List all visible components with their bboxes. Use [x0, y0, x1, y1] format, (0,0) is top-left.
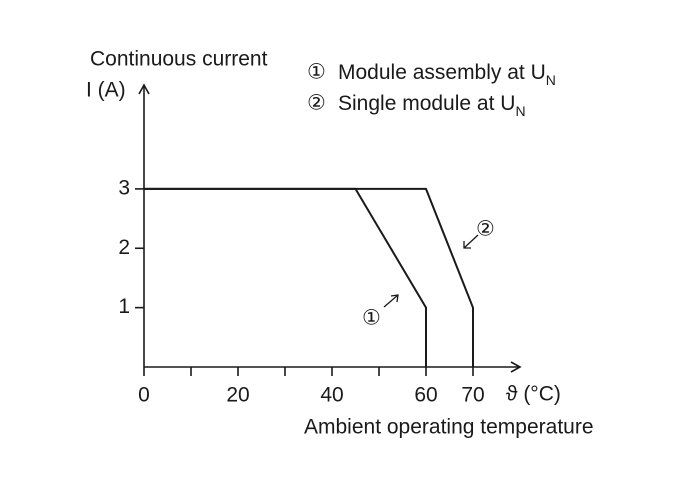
y-tick-label: 1 [118, 295, 130, 318]
x-axis-arrow [510, 361, 522, 373]
legend-marker: ① [307, 61, 326, 84]
x-axis-label: Ambient operating temperature [304, 416, 594, 439]
legend-marker: ② [307, 92, 326, 115]
y-tick-label: 2 [118, 236, 130, 259]
x-tick-label: 40 [320, 384, 343, 407]
annotation-marker: ① [362, 307, 381, 330]
y-axis-label: I (A) [86, 79, 126, 102]
legend-label: Module assembly at UN [338, 61, 556, 88]
legend-label: Single module at UN [338, 92, 526, 119]
y-axis-label: Continuous current [90, 48, 268, 71]
y-axis-arrow [138, 83, 150, 95]
y-tick-label: 3 [118, 176, 130, 199]
x-axis-unit: ϑ (°C) [506, 383, 561, 406]
series-line [144, 187, 474, 367]
annotation-marker: ② [476, 218, 495, 241]
legend-name: Module assembly at U [338, 61, 546, 84]
x-tick-label: 20 [226, 384, 249, 407]
x-tick-label: 70 [461, 384, 484, 407]
legend-subscript: N [515, 103, 525, 119]
legend-subscript: N [546, 72, 556, 88]
legend-name: Single module at U [338, 92, 515, 115]
annotation-arrow [383, 294, 399, 308]
annotation-arrow [463, 234, 479, 249]
x-tick-label: 60 [414, 384, 437, 407]
x-tick-label: 0 [138, 384, 150, 407]
